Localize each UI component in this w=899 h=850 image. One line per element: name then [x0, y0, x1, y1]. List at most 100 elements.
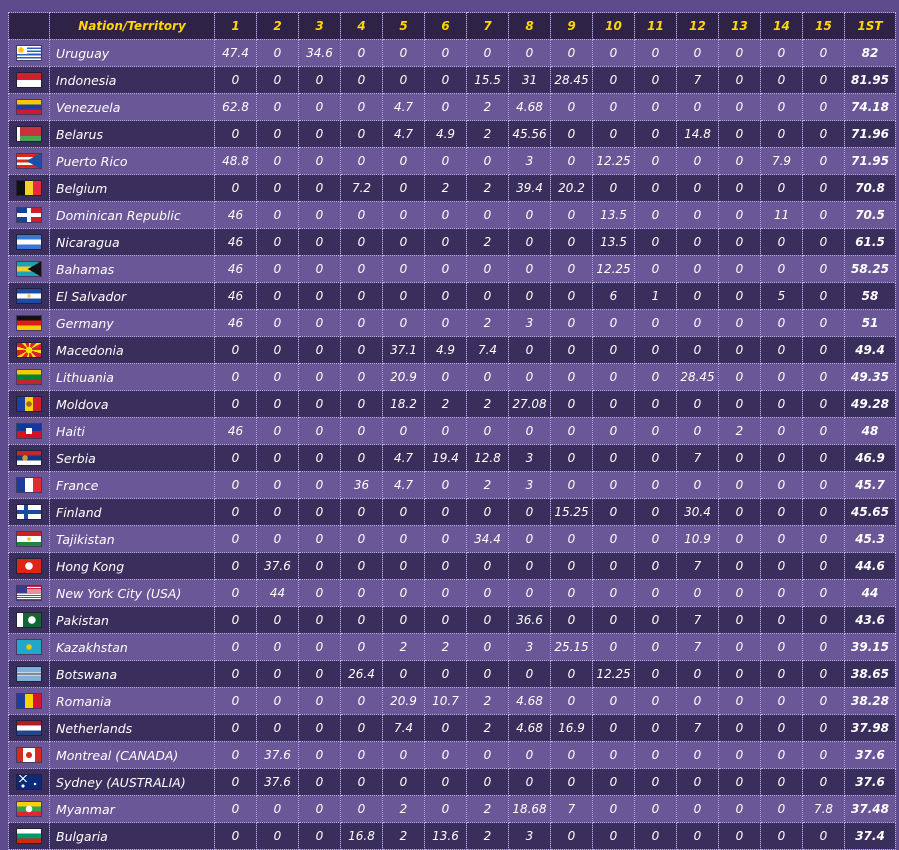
points-cell-col-13: 0	[718, 255, 761, 283]
tajikistan-flag-icon	[17, 532, 41, 547]
total-cell: 45.65	[844, 498, 896, 526]
header-col-1: 1	[214, 12, 257, 40]
points-cell-col-15: 0	[802, 39, 845, 67]
points-cell-col-14: 0	[760, 255, 803, 283]
points-cell-col-13: 0	[718, 147, 761, 175]
points-cell-col-10: 13.5	[592, 228, 635, 256]
points-cell-col-14: 0	[760, 228, 803, 256]
points-cell-col-9: 0	[550, 120, 593, 148]
points-cell-col-9: 0	[550, 525, 593, 553]
table-row: Montreal (CANADA) 0 37.6 0 0 0 0 0 0 0 0 0 0 0 0 0 37.6	[8, 741, 896, 769]
header-col-4: 4	[340, 12, 383, 40]
points-cell-col-6: 0	[424, 201, 467, 229]
points-cell-col-3: 0	[298, 120, 341, 148]
points-cell-col-8: 0	[508, 201, 551, 229]
points-cell-col-10: 0	[592, 687, 635, 715]
points-cell-col-9: 0	[550, 147, 593, 175]
points-cell-col-11: 0	[634, 714, 677, 742]
points-cell-col-6: 0	[424, 471, 467, 499]
header-col-2: 2	[256, 12, 299, 40]
points-cell-col-3: 0	[298, 417, 341, 445]
total-cell: 49.4	[844, 336, 896, 364]
points-cell-col-4: 0	[340, 363, 383, 391]
points-cell-col-14: 0	[760, 822, 803, 850]
points-cell-col-14: 7.9	[760, 147, 803, 175]
points-cell-col-5: 2	[382, 633, 425, 661]
points-cell-col-9: 0	[550, 336, 593, 364]
total-cell: 71.95	[844, 147, 896, 175]
points-cell-col-7: 0	[466, 741, 509, 769]
table-row: Puerto Rico 48.8 0 0 0 0 0 0 3 0 12.25 0 0 0 7.9 0 71.95	[8, 147, 896, 175]
points-cell-col-3: 0	[298, 795, 341, 823]
points-cell-col-5: 0	[382, 66, 425, 94]
points-cell-col-15: 0	[802, 363, 845, 391]
points-cell-col-7: 15.5	[466, 66, 509, 94]
points-cell-col-7: 0	[466, 768, 509, 796]
points-cell-col-1: 0	[214, 174, 257, 202]
table-row: Myanmar 0 0 0 0 2 0 2 18.68 7 0 0 0 0 0 7.8 37.48	[8, 795, 896, 823]
points-cell-col-9: 0	[550, 309, 593, 337]
points-cell-col-14: 0	[760, 417, 803, 445]
nation-name: Finland	[49, 498, 215, 526]
points-cell-col-12: 7	[676, 714, 719, 742]
botswana-flag-icon	[17, 667, 41, 682]
points-cell-col-11: 0	[634, 39, 677, 67]
flag-cell	[8, 66, 50, 94]
points-cell-col-5: 2	[382, 795, 425, 823]
total-cell: 45.3	[844, 525, 896, 553]
points-cell-col-2: 0	[256, 417, 299, 445]
points-cell-col-9: 0	[550, 768, 593, 796]
points-cell-col-7: 34.4	[466, 525, 509, 553]
points-cell-col-8: 0	[508, 552, 551, 580]
total-cell: 74.18	[844, 93, 896, 121]
results-table: Nation/Territory 1 2 3 4 5 6 7 8 9 10 11…	[8, 12, 896, 850]
points-cell-col-7: 0	[466, 201, 509, 229]
points-cell-col-15: 0	[802, 633, 845, 661]
points-cell-col-2: 0	[256, 606, 299, 634]
flag-cell	[8, 606, 50, 634]
points-cell-col-15: 0	[802, 309, 845, 337]
points-cell-col-5: 4.7	[382, 444, 425, 472]
points-cell-col-5: 0	[382, 309, 425, 337]
points-cell-col-2: 0	[256, 525, 299, 553]
belgium-flag-icon	[17, 181, 41, 196]
points-cell-col-6: 19.4	[424, 444, 467, 472]
points-cell-col-5: 0	[382, 606, 425, 634]
points-cell-col-2: 0	[256, 120, 299, 148]
points-cell-col-5: 37.1	[382, 336, 425, 364]
points-cell-col-7: 0	[466, 606, 509, 634]
points-cell-col-11: 0	[634, 390, 677, 418]
total-cell: 44.6	[844, 552, 896, 580]
points-cell-col-11: 0	[634, 687, 677, 715]
points-cell-col-8: 0	[508, 336, 551, 364]
netherlands-flag-icon	[17, 721, 41, 736]
points-cell-col-15: 0	[802, 579, 845, 607]
header-total: 1ST	[844, 12, 896, 40]
points-cell-col-4: 0	[340, 282, 383, 310]
points-cell-col-11: 0	[634, 228, 677, 256]
points-cell-col-10: 6	[592, 282, 635, 310]
points-cell-col-3: 34.6	[298, 39, 341, 67]
points-cell-col-14: 0	[760, 363, 803, 391]
points-cell-col-13: 0	[718, 336, 761, 364]
points-cell-col-8: 0	[508, 39, 551, 67]
points-cell-col-2: 0	[256, 201, 299, 229]
header-col-7: 7	[466, 12, 509, 40]
points-cell-col-11: 0	[634, 525, 677, 553]
canada-flag-icon	[17, 748, 41, 763]
points-cell-col-8: 3	[508, 822, 551, 850]
points-cell-col-6: 0	[424, 66, 467, 94]
nation-name: Bahamas	[49, 255, 215, 283]
points-cell-col-2: 0	[256, 66, 299, 94]
points-cell-col-6: 0	[424, 660, 467, 688]
points-cell-col-10: 0	[592, 498, 635, 526]
nation-name: Nicaragua	[49, 228, 215, 256]
hong-kong-flag-icon	[17, 559, 41, 574]
points-cell-col-15: 0	[802, 606, 845, 634]
points-cell-col-3: 0	[298, 444, 341, 472]
total-cell: 51	[844, 309, 896, 337]
total-cell: 45.7	[844, 471, 896, 499]
table-row: Finland 0 0 0 0 0 0 0 0 15.25 0 0 30.4 0 0 0 45.65	[8, 498, 896, 526]
flag-cell	[8, 579, 50, 607]
flag-cell	[8, 768, 50, 796]
